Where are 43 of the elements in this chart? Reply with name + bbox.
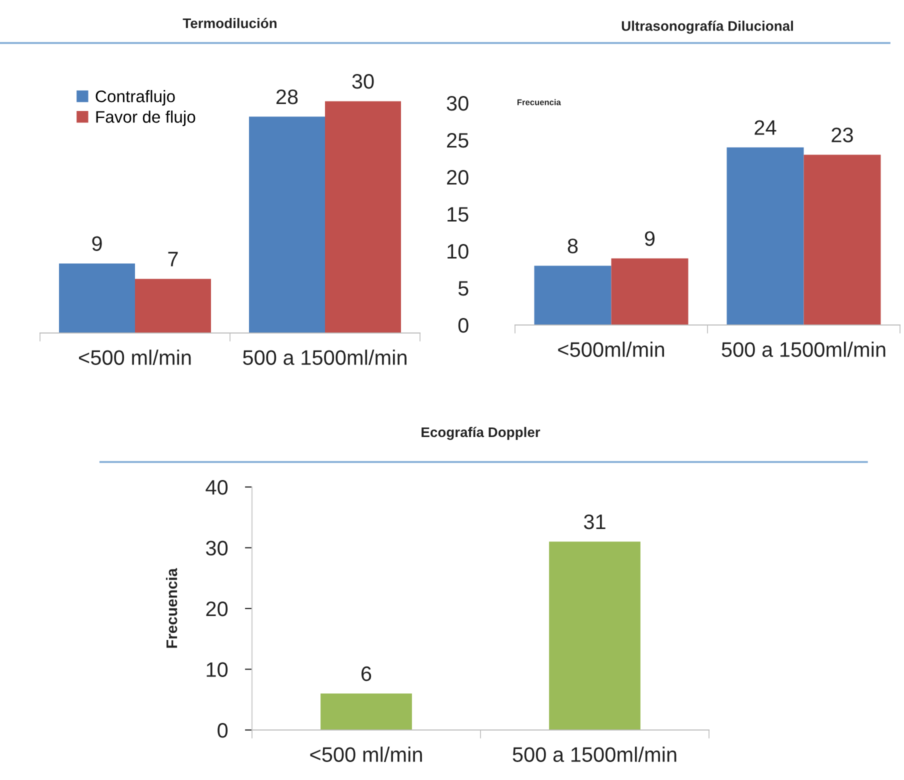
x-tick-label: <500 ml/min [79,350,191,365]
bar [249,116,325,333]
chart-title: Termodilución [182,18,276,28]
x-tick-label: 500 a 1500ml/min [243,350,406,365]
y-tick-label: 0 [458,318,468,333]
x-tick-label: 500 a 1500ml/min [512,746,676,762]
data-label: 7 [168,252,178,266]
y-axis-title: Frecuencia [166,568,178,648]
bar [804,154,881,325]
data-label: 23 [832,128,853,142]
data-label: 31 [584,514,606,530]
data-label: 9 [92,236,102,252]
y-axis-title: Frecuencia [517,99,561,106]
bar [59,263,135,333]
x-tick-label: <500 ml/min [310,746,422,762]
y-tick-label: 25 [447,133,468,148]
y-tick-label: 30 [206,540,228,556]
x-tick-label: 500 a 1500ml/min [722,342,886,357]
bar [534,266,612,325]
x-tick-label: <500ml/min [558,342,664,357]
data-label: 30 [352,74,374,89]
y-tick-label: 5 [458,281,468,296]
y-tick-label: 20 [447,170,468,185]
chart-title: Ultrasonografía Dilucional [622,20,793,34]
y-tick-label: 10 [448,244,468,259]
bar [135,278,211,333]
y-tick-label: 15 [448,207,468,222]
chart-title: Ecografía Doppler [422,426,540,440]
y-tick-label: 0 [218,723,228,738]
data-label: 8 [568,238,578,254]
data-label: 9 [644,231,655,246]
bar [325,101,401,333]
bar [611,258,688,325]
legend-label: Contraflujo [96,90,175,106]
data-label: 6 [362,666,372,682]
y-tick-label: 10 [206,662,228,678]
bar [726,147,804,325]
y-tick-label: 30 [446,96,468,111]
y-tick-label: 20 [206,602,228,616]
data-label: 24 [754,120,776,135]
data-label: 28 [276,89,298,104]
legend-label: Favor de flujo [96,110,196,126]
y-tick-label: 40 [206,480,228,495]
